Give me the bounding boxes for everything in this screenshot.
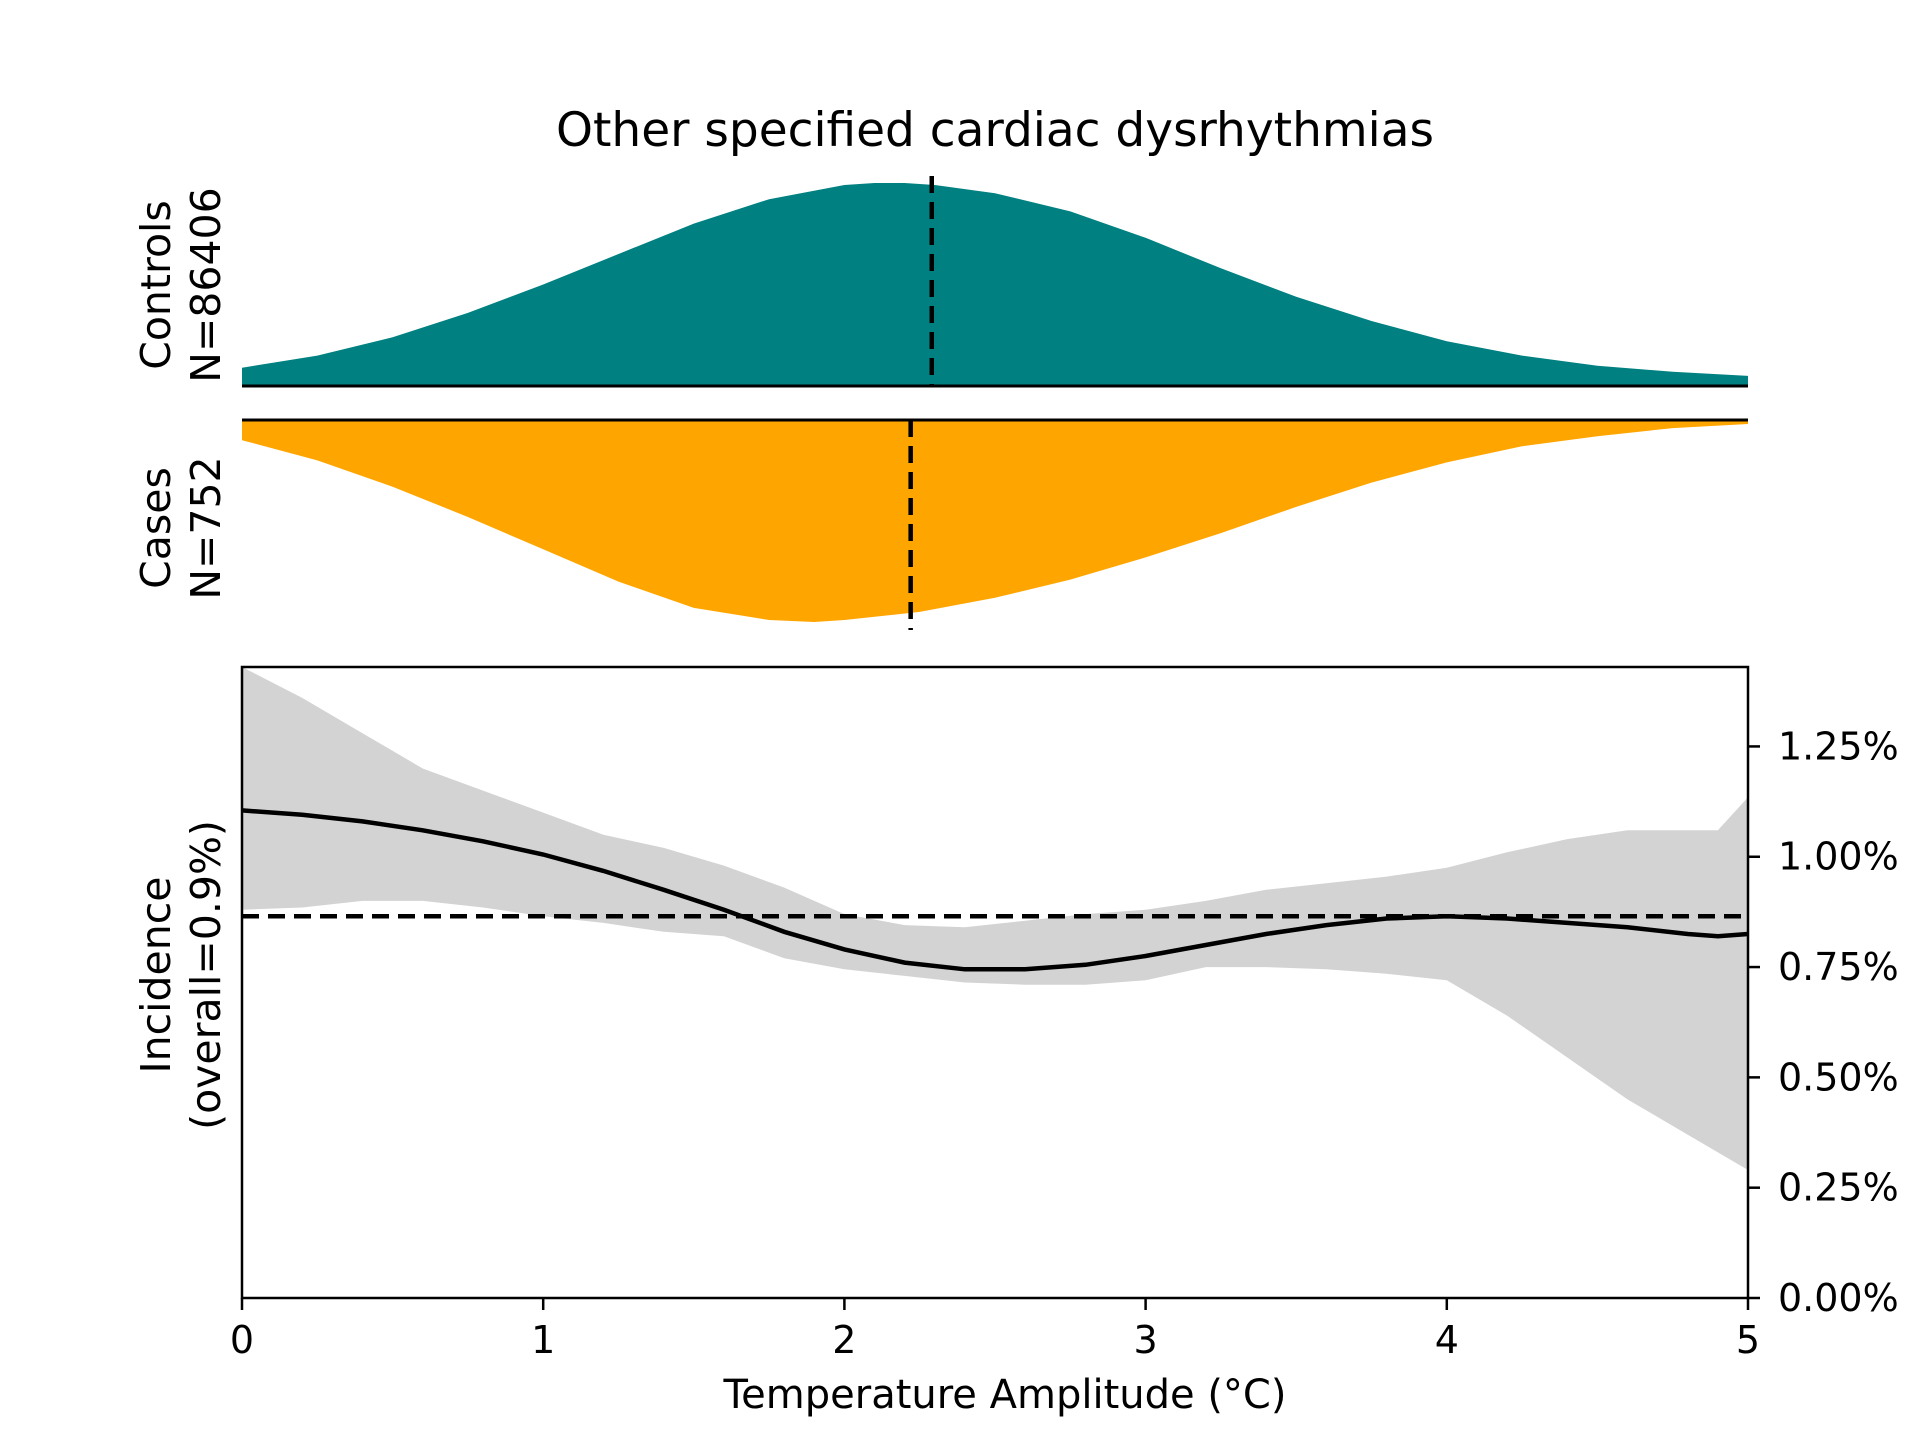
controls-count-label: N=86406 — [182, 187, 230, 382]
y-tick-label: 0.00% — [1778, 1276, 1899, 1320]
x-axis-label: Temperature Amplitude (°C) — [723, 1372, 1287, 1418]
controls-panel: Controls N=86406 — [132, 176, 1748, 388]
y-tick-label: 1.00% — [1778, 835, 1899, 879]
controls-label: Controls — [132, 200, 180, 370]
incidence-estimate-line — [241, 808, 1749, 972]
x-tick-label: 3 — [1134, 1318, 1158, 1362]
cases-density-area — [242, 420, 1748, 622]
incidence-axes-frame — [240, 665, 1750, 1300]
y-tick-label: 1.25% — [1778, 724, 1899, 768]
x-tick-label: 4 — [1435, 1318, 1459, 1362]
x-tick-label: 1 — [531, 1318, 555, 1362]
y-tick-label: 0.75% — [1778, 945, 1899, 989]
x-tick-label: 0 — [230, 1318, 254, 1362]
incidence-panel: 0.00% 0.25% 0.50% 0.75% 1.00% 1.25% 0 1 2 3 4 5 In… — [132, 665, 1899, 1418]
controls-density-area — [242, 183, 1748, 386]
y-tick-label: 0.50% — [1778, 1055, 1899, 1099]
cases-panel: Cases N=752 — [132, 418, 1748, 630]
x-axis-ticks: 0 1 2 3 4 5 — [230, 1298, 1760, 1362]
chart-title: Other specified cardiac dysrhythmias — [556, 103, 1434, 158]
incidence-ylabel: Incidence — [132, 876, 180, 1073]
cases-label: Cases — [132, 467, 180, 589]
y-axis-ticks: 0.00% 0.25% 0.50% 0.75% 1.00% 1.25% — [1748, 724, 1899, 1320]
cases-count-label: N=752 — [182, 456, 230, 599]
x-tick-label: 5 — [1736, 1318, 1760, 1362]
incidence-ylabel-overall: (overall=0.9%) — [182, 820, 230, 1130]
y-tick-label: 0.25% — [1778, 1166, 1899, 1210]
x-tick-label: 2 — [832, 1318, 856, 1362]
